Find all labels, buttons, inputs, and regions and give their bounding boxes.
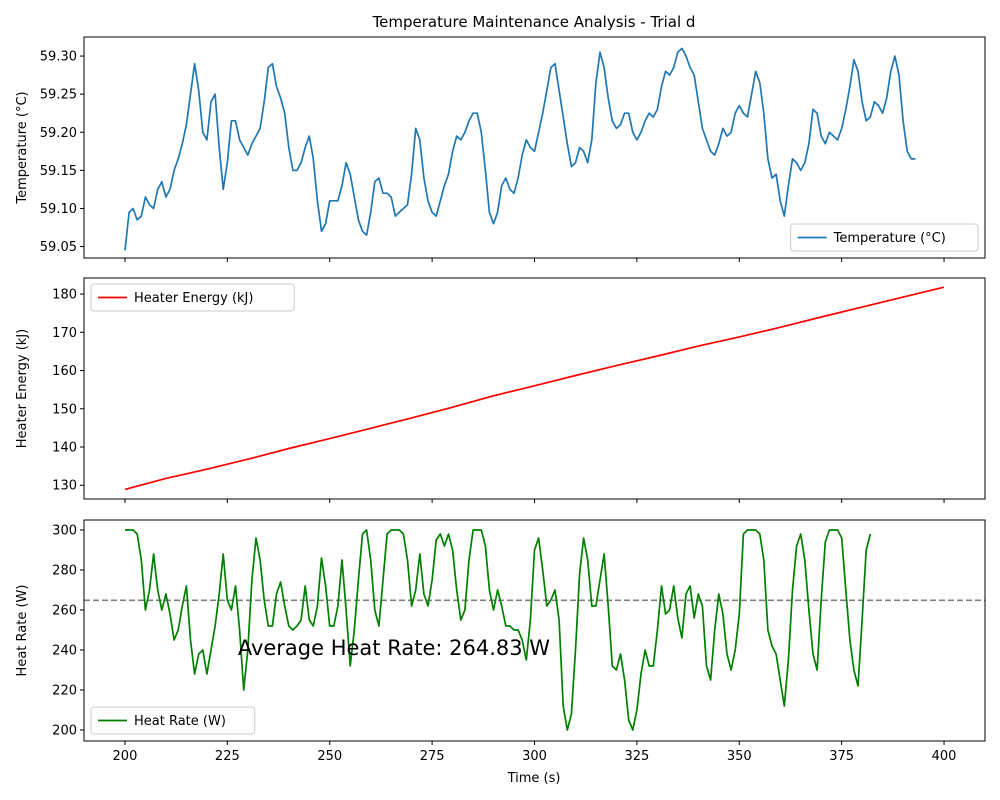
y-tick-label: 59.15 — [40, 164, 77, 179]
x-tick-label: 275 — [420, 749, 445, 764]
axes-frame — [83, 36, 986, 259]
y-tick-label: 300 — [52, 524, 77, 539]
y-tick-label: 59.10 — [40, 202, 77, 217]
legend-label: Temperature (°C) — [833, 231, 946, 246]
y-tick-label: 150 — [52, 402, 77, 417]
series-line-1 — [124, 47, 916, 251]
y-tick-label: 59.25 — [40, 88, 77, 103]
series-line-1 — [124, 286, 945, 491]
x-tick-label: 250 — [317, 749, 342, 764]
y-tick-label: 200 — [52, 724, 77, 739]
y-tick-label: 280 — [52, 564, 77, 579]
panel-heat-rate: 200 220 240 260 280 300 200 225 250 275 300 325 350 3… — [15, 519, 986, 764]
x-tick-label: 400 — [932, 749, 957, 764]
y-tick-label: 130 — [52, 479, 77, 494]
y-tick-label: 180 — [52, 288, 77, 303]
y-tick-label: 59.05 — [40, 240, 77, 255]
y-axis-label: Temperature (°C) — [15, 91, 30, 204]
panel-temperature: 59.05 59.10 59.15 59.20 59.25 59.30 Temperatur… — [15, 36, 986, 262]
legend-label: Heater Energy (kJ) — [134, 291, 253, 306]
legend-box — [90, 706, 256, 735]
panel-heater-energy: 130 140 150 160 170 180 Heater Energy (kJ) Heat… — [15, 277, 986, 503]
x-tick-label: 350 — [727, 749, 752, 764]
x-tick-label: 375 — [829, 749, 854, 764]
y-tick-label: 160 — [52, 364, 77, 379]
series-line-1 — [125, 529, 872, 731]
y-tick-label: 170 — [52, 326, 77, 341]
legend: Heat Rate (W) — [90, 706, 256, 735]
x-axis-label: Time (s) — [507, 771, 561, 786]
chart-title: Temperature Maintenance Analysis - Trial… — [372, 13, 696, 31]
y-axis-label: Heater Energy (kJ) — [15, 329, 30, 448]
y-tick-label: 140 — [52, 441, 77, 456]
legend: Temperature (°C) — [790, 223, 979, 252]
x-tick-label: 225 — [215, 749, 240, 764]
legend: Heater Energy (kJ) — [90, 283, 295, 312]
y-tick-label: 59.20 — [40, 126, 77, 141]
y-tick-label: 220 — [52, 684, 77, 699]
x-tick-label: 325 — [624, 749, 649, 764]
x-tick-label: 300 — [522, 749, 547, 764]
y-tick-label: 240 — [52, 644, 77, 659]
legend-box — [790, 223, 979, 252]
x-tick-label: 200 — [113, 749, 138, 764]
y-axis-label: Heat Rate (W) — [15, 585, 30, 677]
y-tick-label: 59.30 — [40, 50, 77, 65]
legend-box — [90, 283, 295, 312]
axes-frame — [83, 277, 986, 500]
axes-frame — [83, 519, 986, 742]
average-annotation: Average Heat Rate: 264.83 W — [238, 636, 550, 660]
legend-label: Heat Rate (W) — [134, 714, 226, 729]
y-tick-label: 260 — [52, 604, 77, 619]
